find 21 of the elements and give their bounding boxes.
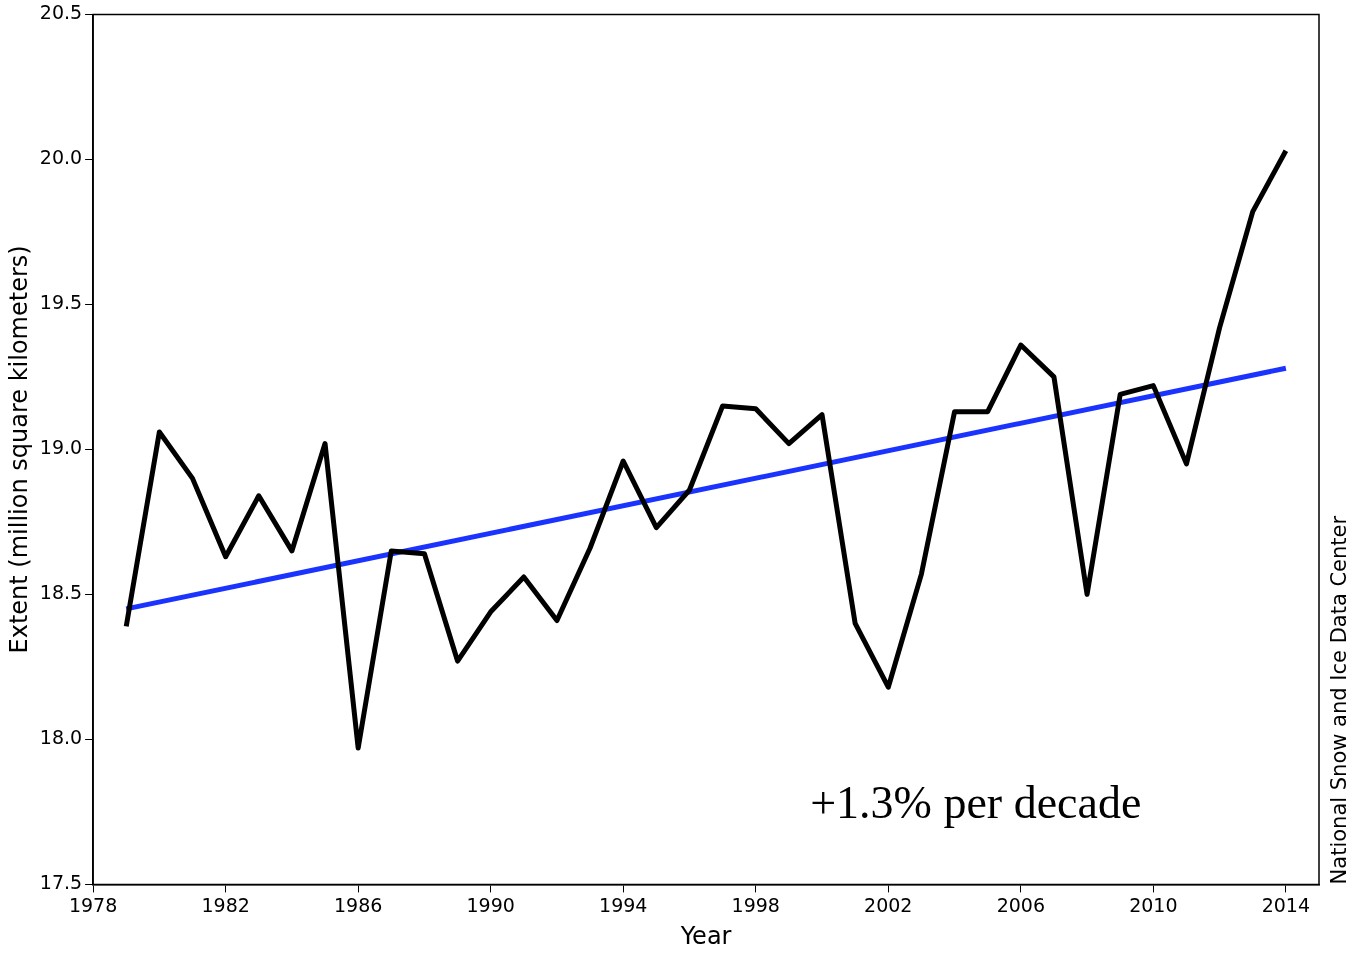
x-tick-label: 2002 [864, 893, 913, 916]
x-tick-label: 2006 [996, 893, 1045, 916]
annotation: +1.3% per decade [810, 777, 1142, 829]
x-tick-label: 1986 [333, 893, 383, 916]
y-tick-label: 19.5 [39, 291, 83, 314]
y-tick-label: 20.0 [39, 146, 83, 169]
y-axis-title: Extent (million square kilometers) [4, 245, 33, 654]
x-tick-label: 2014 [1261, 893, 1311, 916]
y-tick-label: 19.0 [39, 436, 83, 459]
x-axis-title: Year [679, 921, 732, 950]
x-tick-label: 1978 [68, 893, 118, 916]
y-tick-label: 18.0 [39, 726, 83, 749]
y-tick-label: 20.5 [39, 1, 83, 24]
x-tick-label: 1982 [201, 893, 250, 916]
x-tick-label: 2010 [1129, 893, 1178, 916]
x-tick-label: 1990 [466, 893, 515, 916]
x-tick-label: 1994 [599, 893, 648, 916]
text: National Snow and Ice Data Center [1327, 515, 1352, 885]
y-tick-label: 17.5 [39, 871, 83, 894]
x-tick-label: 1998 [731, 893, 780, 916]
y-tick-label: 18.5 [39, 581, 83, 604]
